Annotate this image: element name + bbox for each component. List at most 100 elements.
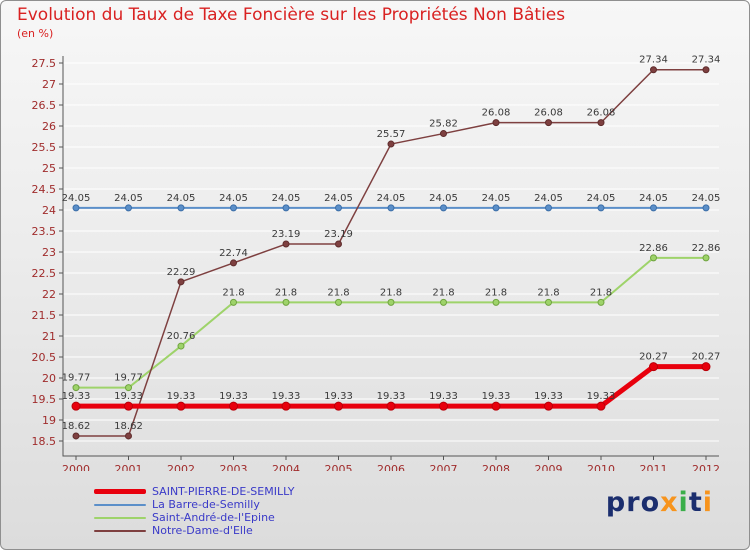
data-point-label: 21.8 [327, 287, 349, 298]
proxiti-logo: proxiti [606, 487, 713, 518]
x-tick-label: 2001 [115, 463, 143, 471]
data-point-label: 18.62 [62, 421, 91, 432]
chart-title: Evolution du Taux de Taxe Foncière sur l… [17, 5, 566, 25]
data-point [440, 298, 447, 306]
data-point [701, 362, 711, 372]
data-point-label: 22.86 [639, 243, 668, 254]
data-point [125, 204, 132, 212]
x-tick-label: 2012 [692, 463, 720, 471]
data-point [335, 298, 342, 306]
legend-swatch [94, 503, 146, 506]
data-point-label: 19.33 [272, 391, 301, 402]
x-tick-label: 2006 [377, 463, 405, 471]
y-tick-label: 25 [42, 162, 56, 175]
chart-legend: SAINT-PIERRE-DE-SEMILLY La Barre-de-Semil… [94, 485, 294, 537]
data-point-label: 22.86 [692, 243, 721, 254]
chart-footer: SAINT-PIERRE-DE-SEMILLY La Barre-de-Semil… [1, 479, 749, 549]
data-point-label: 23.19 [272, 229, 301, 240]
data-point [282, 204, 290, 212]
data-point [230, 298, 237, 306]
y-tick-label: 23 [42, 246, 56, 259]
data-point [177, 278, 185, 286]
legend-item: Notre-Dame-d'Elle [94, 524, 294, 537]
y-tick-label: 21 [42, 330, 56, 343]
data-point-label: 20.27 [692, 352, 721, 363]
logo-letter: i [702, 487, 713, 518]
data-point [387, 298, 395, 306]
data-point-label: 27.34 [639, 55, 668, 66]
y-tick-label: 19 [42, 414, 56, 427]
y-tick-label: 24 [42, 204, 56, 217]
data-point [545, 204, 552, 212]
data-point [334, 401, 343, 411]
logo-letter: i [678, 487, 689, 518]
data-point-label: 21.8 [275, 287, 297, 298]
data-point-label: 19.33 [114, 391, 143, 402]
data-point-label: 26.08 [534, 108, 563, 119]
data-point [597, 298, 605, 306]
data-point [125, 432, 132, 440]
data-point-label: 21.8 [222, 287, 244, 298]
y-tick-label: 26 [42, 120, 56, 133]
data-point-label: 19.33 [219, 391, 248, 402]
data-point [544, 401, 553, 411]
y-tick-label: 19.5 [32, 393, 57, 406]
legend-item: Saint-André-de-l'Epine [94, 511, 294, 524]
data-point-label: 19.77 [62, 373, 91, 384]
y-tick-label: 22 [42, 288, 56, 301]
data-point [281, 401, 291, 411]
legend-label: SAINT-PIERRE-DE-SEMILLY [152, 485, 295, 498]
data-point [229, 401, 238, 411]
data-point-label: 24.05 [272, 193, 301, 204]
data-point [440, 130, 447, 138]
legend-label: Saint-André-de-l'Epine [152, 511, 275, 524]
chart-subtitle: (en %) [17, 27, 54, 40]
y-tick-label: 27.5 [32, 57, 57, 70]
data-point [597, 204, 605, 212]
data-point [491, 401, 501, 411]
data-point-label: 24.05 [219, 193, 248, 204]
y-tick-label: 20 [42, 372, 56, 385]
data-point-label: 19.33 [62, 391, 91, 402]
data-point [439, 401, 448, 411]
data-point-label: 24.05 [167, 193, 196, 204]
legend-swatch [94, 529, 146, 532]
data-point [124, 401, 133, 411]
data-point-label: 24.05 [114, 193, 143, 204]
data-point [650, 66, 657, 74]
data-point [702, 204, 710, 212]
data-point [72, 204, 80, 212]
y-tick-label: 22.5 [32, 267, 57, 280]
data-point [335, 204, 342, 212]
logo-letter: p [605, 487, 627, 518]
legend-swatch [94, 516, 146, 519]
legend-label: La Barre-de-Semilly [152, 498, 260, 511]
y-tick-label: 20.5 [32, 351, 57, 364]
axes [62, 56, 719, 457]
logo-letter: t [688, 487, 703, 518]
logo-letter: o [640, 487, 661, 518]
data-point-label: 26.08 [587, 108, 616, 119]
data-point [492, 204, 500, 212]
data-point [649, 362, 658, 372]
data-point-label: 23.19 [324, 229, 353, 240]
data-point-label: 27.34 [692, 55, 721, 66]
data-point [387, 204, 395, 212]
legend-item: SAINT-PIERRE-DE-SEMILLY [94, 485, 294, 498]
data-point-label: 24.05 [482, 193, 511, 204]
data-point [72, 432, 80, 440]
y-tick-label: 24.5 [32, 183, 57, 196]
logo-letter: x [660, 487, 679, 518]
x-tick-label: 2003 [220, 463, 248, 471]
data-point-label: 24.05 [377, 193, 406, 204]
x-tick-label: 2002 [167, 463, 195, 471]
data-point-label: 21.8 [590, 287, 612, 298]
chart-header: Evolution du Taux de Taxe Foncière sur l… [17, 5, 565, 40]
data-point [492, 119, 500, 127]
data-point-label: 19.33 [587, 391, 616, 402]
data-point-label: 24.05 [587, 193, 616, 204]
data-point-label: 19.33 [324, 391, 353, 402]
data-point [230, 204, 237, 212]
data-point-label: 24.05 [324, 193, 353, 204]
